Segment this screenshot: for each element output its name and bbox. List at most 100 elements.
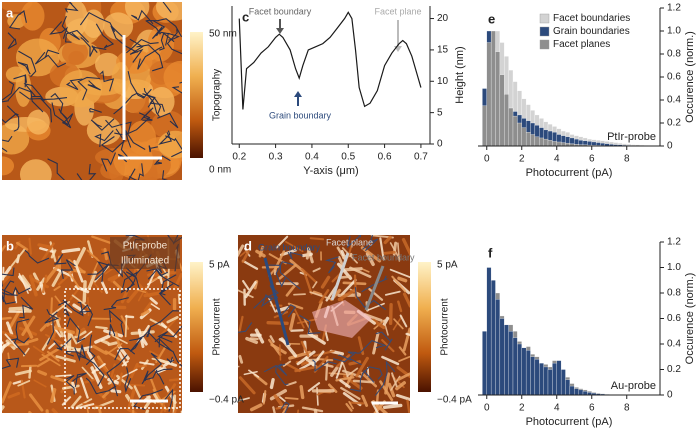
- grain-boundary: [90, 118, 115, 131]
- texture: [140, 309, 150, 317]
- texture: [368, 288, 384, 301]
- grain-boundary: [76, 163, 97, 180]
- x-axis-label: Y-axis (μm): [303, 165, 358, 177]
- histogram-bar: [525, 350, 531, 396]
- texture: [166, 315, 179, 324]
- y-tick-label: 1.2: [667, 3, 681, 14]
- grain-boundary: [59, 111, 72, 129]
- grain-boundary: [53, 337, 72, 351]
- texture: [21, 318, 34, 339]
- histogram-bar: [490, 280, 496, 396]
- texture: [137, 286, 147, 302]
- texture: [293, 293, 306, 296]
- grain-boundary: [60, 259, 76, 280]
- grain-boundary: [7, 32, 17, 50]
- texture: [372, 331, 380, 355]
- histogram-bar: [504, 324, 509, 396]
- y-tick-label: 0: [437, 139, 443, 150]
- grain-boundary: [268, 264, 301, 290]
- y-tick-label: 0.4: [667, 95, 681, 106]
- texture: [241, 259, 259, 270]
- grain-boundary: [375, 331, 393, 351]
- x-tick-label: 0.2: [232, 152, 246, 163]
- texture: [120, 315, 130, 330]
- colorbar: [190, 32, 203, 158]
- grain-boundary: [361, 366, 383, 380]
- texture: [157, 130, 182, 159]
- grain-boundary: [85, 377, 117, 395]
- grain-boundary: [165, 135, 182, 158]
- texture: [397, 242, 401, 262]
- texture: [241, 250, 250, 263]
- texture: [75, 403, 95, 410]
- colorbar-title: Topography: [212, 69, 223, 121]
- histogram-bar: [574, 388, 579, 396]
- grain-boundary: [148, 145, 158, 153]
- texture: [39, 347, 61, 362]
- texture: [124, 314, 128, 338]
- histogram-bar: [547, 369, 553, 396]
- grain-boundary: [87, 263, 110, 281]
- texture: [399, 314, 408, 328]
- texture: [325, 359, 329, 381]
- grain-boundary: [162, 2, 172, 13]
- x-tick-label: 0.4: [305, 152, 319, 163]
- texture: [339, 379, 351, 389]
- texture: [327, 383, 338, 393]
- texture: [54, 314, 64, 338]
- texture: [115, 331, 121, 348]
- topography-map: [2, 2, 182, 180]
- texture: [309, 237, 325, 241]
- texture: [19, 159, 52, 180]
- texture: [6, 321, 14, 336]
- grain-boundary: [2, 135, 13, 143]
- texture: [348, 360, 362, 366]
- y-tick-label: 1.0: [667, 262, 681, 273]
- grain-boundary: [44, 309, 60, 324]
- histogram-bar: [517, 343, 522, 396]
- grain-boundary: [66, 316, 86, 343]
- texture: [61, 396, 72, 406]
- y-axis-label: Occurence (norm.): [684, 31, 696, 123]
- texture: [90, 262, 99, 278]
- texture: [39, 247, 55, 254]
- annotation: Grain boundary: [258, 242, 321, 252]
- texture: [348, 401, 365, 405]
- grain-boundary: [361, 275, 389, 293]
- y-tick-label: 0.6: [667, 313, 681, 324]
- texture: [149, 350, 160, 357]
- grain-boundary: [2, 267, 15, 287]
- histogram-bar: [512, 337, 518, 396]
- texture: [41, 242, 55, 262]
- texture: [127, 386, 137, 410]
- histogram-bar: [534, 359, 540, 396]
- texture: [173, 273, 182, 290]
- texture: [382, 403, 403, 410]
- texture: [299, 384, 305, 400]
- texture: [41, 353, 61, 367]
- texture: [290, 329, 304, 332]
- texture: [151, 357, 173, 364]
- texture: [140, 335, 148, 346]
- texture: [307, 382, 321, 392]
- grain-boundary: [105, 119, 132, 133]
- texture: [86, 404, 90, 413]
- texture: [41, 337, 51, 351]
- texture: [68, 271, 80, 289]
- y-tick-label: 1.2: [667, 237, 681, 248]
- texture: [361, 394, 369, 407]
- grain-boundary: [100, 128, 126, 153]
- histogram-bar: [578, 389, 584, 396]
- arrow: [263, 257, 290, 346]
- grain-boundary: [275, 261, 294, 288]
- histogram-bar: [499, 74, 505, 147]
- texture: [21, 274, 31, 287]
- texture: [173, 407, 178, 413]
- texture: [7, 309, 21, 331]
- histogram-bar: [565, 379, 571, 396]
- y-tick-label: 1.0: [667, 26, 681, 37]
- texture: [285, 241, 304, 253]
- texture: [296, 318, 317, 325]
- texture: [395, 381, 406, 391]
